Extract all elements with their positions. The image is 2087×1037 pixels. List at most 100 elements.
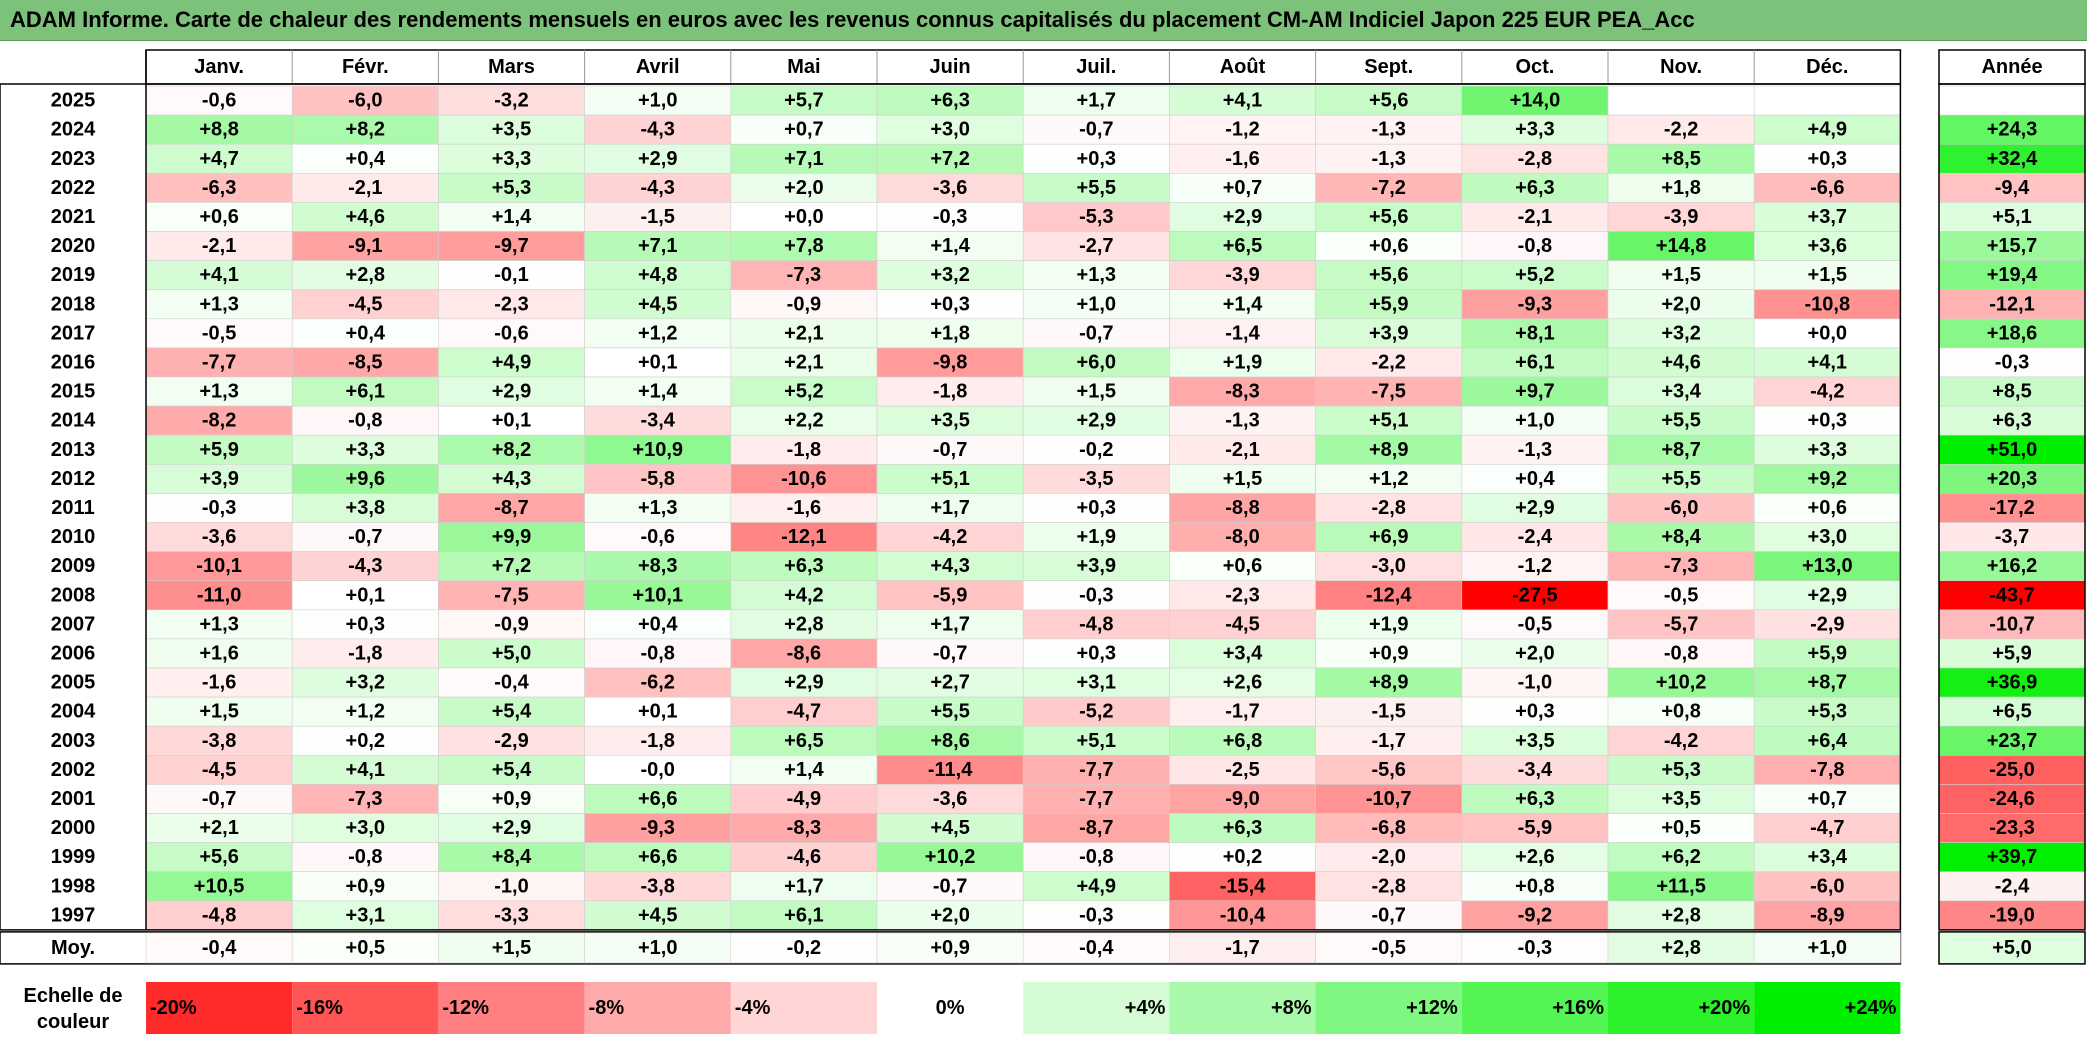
average-cell (1169, 932, 1316, 964)
cell-value: +1,5 (1077, 381, 1116, 403)
cell-value: +1,2 (1369, 468, 1408, 490)
cell-value: -3,4 (640, 410, 675, 432)
annual-value: -24,6 (1989, 788, 2035, 810)
heatmap-cell (145, 638, 293, 669)
cell-value: +5,3 (1661, 759, 1700, 781)
heatmap-cell (876, 434, 1024, 465)
cell-value: +9,9 (492, 526, 531, 548)
cell-value: +3,9 (1077, 555, 1116, 577)
cell-value: -0,5 (1664, 584, 1698, 606)
month-header: Oct. (1515, 56, 1554, 78)
cell-value: -2,2 (1371, 351, 1405, 373)
cell-value: -9,0 (1225, 788, 1259, 810)
cell-value: +0,8 (1515, 875, 1554, 897)
cell-value: +2,9 (1808, 584, 1847, 606)
cell-value: +5,0 (492, 642, 531, 664)
cell-value: +6,9 (1369, 526, 1408, 548)
heatmap-cell (291, 173, 439, 203)
cell-value: -4,2 (1664, 730, 1698, 752)
heatmap-cell (584, 347, 732, 378)
average-cell (145, 932, 293, 964)
heatmap-cell (1753, 784, 1901, 814)
heatmap-cell (1753, 202, 1901, 232)
month-header: Déc. (1806, 56, 1848, 78)
heatmap-cell (1461, 842, 1609, 872)
cell-value: -8,3 (787, 817, 821, 839)
heatmap-cell (1022, 667, 1170, 698)
cell-value: +1,9 (1369, 613, 1408, 635)
cell-value: +3,4 (1223, 642, 1263, 664)
cell-value: -0,7 (202, 788, 236, 810)
heatmap-cell (291, 114, 439, 145)
cell-value: -0,0 (640, 759, 674, 781)
cell-value: -6,3 (202, 177, 236, 199)
heatmap-cell (1315, 405, 1463, 436)
cell-value: +3,3 (1515, 119, 1554, 141)
cell-value: -1,0 (494, 875, 528, 897)
cell-value: +0,4 (346, 322, 386, 344)
heatmap-cell (438, 231, 585, 261)
average-label: Moy. (51, 937, 95, 959)
cell-value: +2,9 (492, 817, 531, 839)
heatmap-cell (1169, 85, 1316, 116)
heatmap-cell (1607, 725, 1755, 756)
cell-value: -2,9 (494, 730, 528, 752)
heatmap-cell (1022, 522, 1170, 552)
heatmap-cell (438, 638, 585, 669)
cell-value: -10,6 (781, 468, 827, 490)
heatmap-cell (145, 376, 293, 407)
scale-swatch (438, 982, 585, 1034)
heatmap-cell (291, 609, 439, 640)
heatmap-cell (145, 522, 293, 552)
heatmap-cell (1022, 347, 1170, 378)
annual-value: -25,0 (1989, 759, 2035, 781)
heatmap-cell (1022, 434, 1170, 465)
cell-value: +4,7 (199, 148, 238, 170)
heatmap-cell (1022, 696, 1170, 727)
heatmap-cell (1461, 493, 1609, 523)
heatmap-cell (584, 463, 732, 494)
heatmap-cell (876, 842, 1024, 872)
heatmap-cell (1607, 609, 1755, 640)
cell-value: +3,9 (1369, 322, 1408, 344)
heatmap-cell (584, 173, 732, 203)
average-value: -1,7 (1225, 937, 1259, 959)
cell-value: +2,1 (199, 817, 238, 839)
cell-value: -5,3 (1079, 206, 1113, 228)
cell-value: +1,7 (1077, 90, 1116, 112)
heatmap-cell (1315, 609, 1463, 640)
cell-value: -8,5 (348, 351, 382, 373)
cell-value: +4,3 (492, 468, 531, 490)
cell-value: -0,9 (787, 293, 821, 315)
cell-value: +1,9 (1077, 526, 1116, 548)
cell-value: +4,5 (638, 293, 677, 315)
cell-value: +0,4 (1515, 468, 1555, 490)
cell-value: +7,1 (638, 235, 677, 257)
heatmap-cell (876, 289, 1024, 320)
month-header: Mai (787, 56, 820, 78)
heatmap-cell (1607, 667, 1755, 698)
cell-value: -0,7 (1079, 322, 1113, 344)
heatmap-cell (1461, 114, 1609, 145)
heatmap-cell (730, 667, 878, 698)
heatmap-cell (438, 667, 585, 698)
heatmap-cell (1607, 900, 1755, 931)
heatmap-cell (1315, 318, 1463, 349)
heatmap-cell (1315, 376, 1463, 407)
cell-value: -0,7 (1371, 904, 1405, 926)
cell-value: -7,5 (494, 584, 528, 606)
cell-value: +1,4 (638, 381, 678, 403)
cell-value: +0,2 (1223, 846, 1262, 868)
cell-value: -2,1 (1518, 206, 1552, 228)
year-label: 1998 (51, 875, 96, 897)
heatmap-cell (1315, 202, 1463, 232)
heatmap-cell (438, 696, 585, 727)
annual-cell (1938, 376, 2086, 407)
cell-value: +8,5 (1661, 148, 1700, 170)
cell-value: -0,7 (933, 642, 967, 664)
heatmap-cell (1315, 551, 1463, 581)
cell-value: +5,6 (1369, 264, 1408, 286)
cell-value: -3,6 (202, 526, 236, 548)
heatmap-cell (1169, 725, 1316, 756)
annual-cell (1938, 493, 2086, 523)
